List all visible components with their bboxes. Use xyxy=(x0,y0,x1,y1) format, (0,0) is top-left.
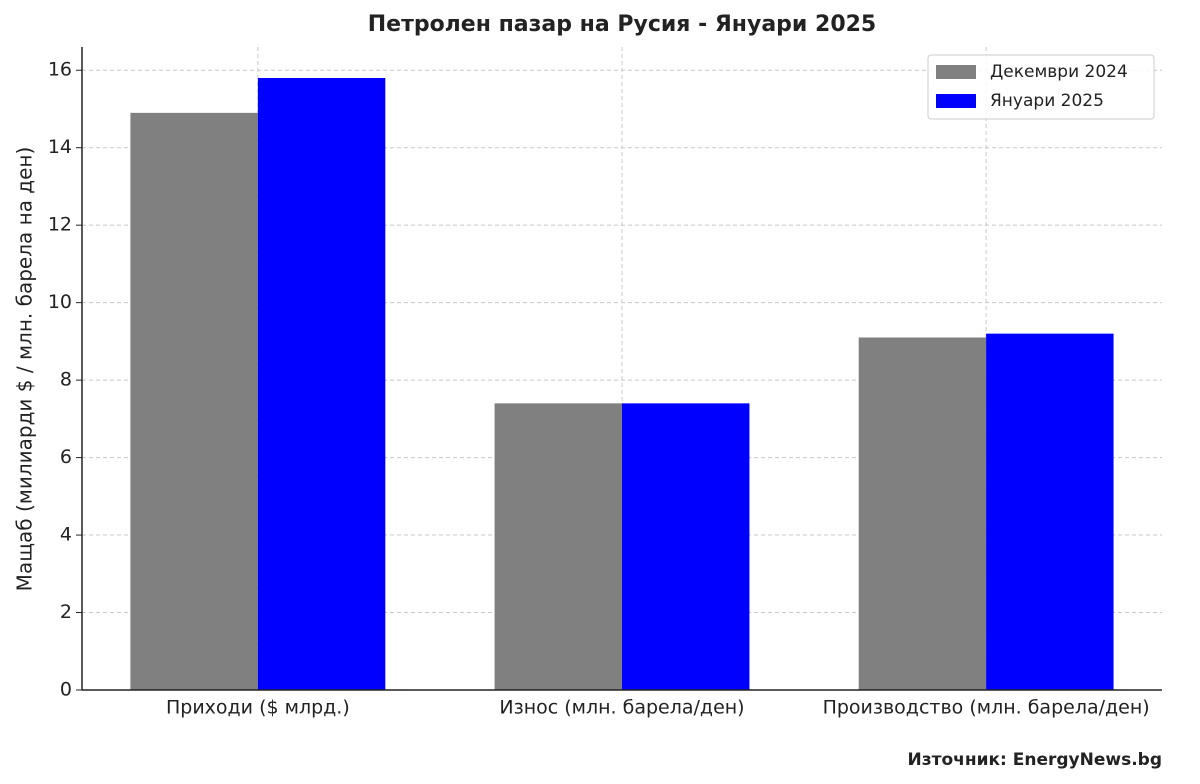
bar xyxy=(494,403,622,690)
y-tick-label: 0 xyxy=(60,679,72,701)
bar xyxy=(986,333,1114,690)
y-tick-label: 12 xyxy=(48,214,72,236)
y-tick-label: 10 xyxy=(48,291,72,313)
legend: Декември 2024 Януари 2025 xyxy=(927,54,1155,120)
x-tick-label: Производство (млн. барела/ден) xyxy=(823,697,1150,719)
x-tick-label: Износ (млн. барела/ден) xyxy=(499,697,744,719)
y-tick-label: 16 xyxy=(48,59,72,81)
y-axis-label: Мащаб (милиарди $ / млн. барела на ден) xyxy=(13,147,37,592)
bar xyxy=(858,337,987,690)
source: Източник: EnergyNews.bg xyxy=(908,750,1162,770)
y-tick-label: 4 xyxy=(60,524,72,546)
legend-swatch xyxy=(936,65,976,79)
legend-label: Януари 2025 xyxy=(990,91,1104,111)
y-tick-label: 6 xyxy=(60,446,72,468)
legend-box xyxy=(927,54,1155,120)
legend-swatch xyxy=(936,94,976,108)
bar xyxy=(257,77,386,690)
y-tick-label: 14 xyxy=(48,136,72,158)
bar xyxy=(622,403,750,690)
legend-label: Декември 2024 xyxy=(990,62,1128,82)
x-tick-label: Приходи ($ млрд.) xyxy=(166,697,350,719)
chart-title: Петролен пазар на Русия - Януари 2025 xyxy=(368,12,877,37)
y-tick-label: 8 xyxy=(60,369,72,391)
y-tick-label: 2 xyxy=(60,601,72,623)
bar xyxy=(130,112,258,691)
